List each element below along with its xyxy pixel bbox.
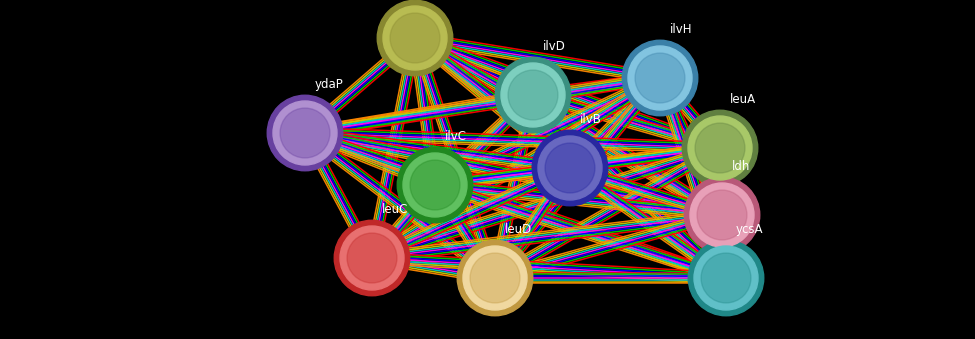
Circle shape [628,46,692,110]
Circle shape [688,116,752,180]
Circle shape [688,240,763,316]
Circle shape [410,160,460,210]
Text: leuD: leuD [505,223,531,236]
Text: leuA: leuA [729,94,756,106]
Circle shape [470,253,520,303]
Circle shape [267,95,343,171]
Circle shape [463,246,527,310]
Text: ilvD: ilvD [543,40,566,54]
Circle shape [280,108,330,158]
Circle shape [403,153,467,217]
Circle shape [508,70,558,120]
Circle shape [695,123,745,173]
Circle shape [457,240,532,316]
Circle shape [684,177,760,253]
Circle shape [501,63,565,127]
Circle shape [390,13,440,63]
Circle shape [545,143,595,193]
Circle shape [334,220,410,296]
Circle shape [682,110,758,186]
Circle shape [383,6,447,70]
Text: ydaP: ydaP [315,78,343,92]
Text: ilvH: ilvH [670,23,692,36]
Circle shape [690,183,754,247]
Circle shape [697,190,747,240]
Text: leuC: leuC [381,203,408,216]
Circle shape [397,147,473,223]
Circle shape [538,136,602,200]
Circle shape [635,53,685,103]
Circle shape [622,40,698,116]
Circle shape [340,226,404,290]
Circle shape [694,246,758,310]
Circle shape [377,0,452,76]
Circle shape [273,101,337,165]
Circle shape [532,130,607,206]
Text: ldh: ldh [731,160,750,174]
Circle shape [701,253,751,303]
Text: ilvC: ilvC [445,131,467,143]
Circle shape [347,233,397,283]
Text: ycsA: ycsA [735,223,763,236]
Circle shape [495,57,570,133]
Text: ilvB: ilvB [579,114,602,126]
